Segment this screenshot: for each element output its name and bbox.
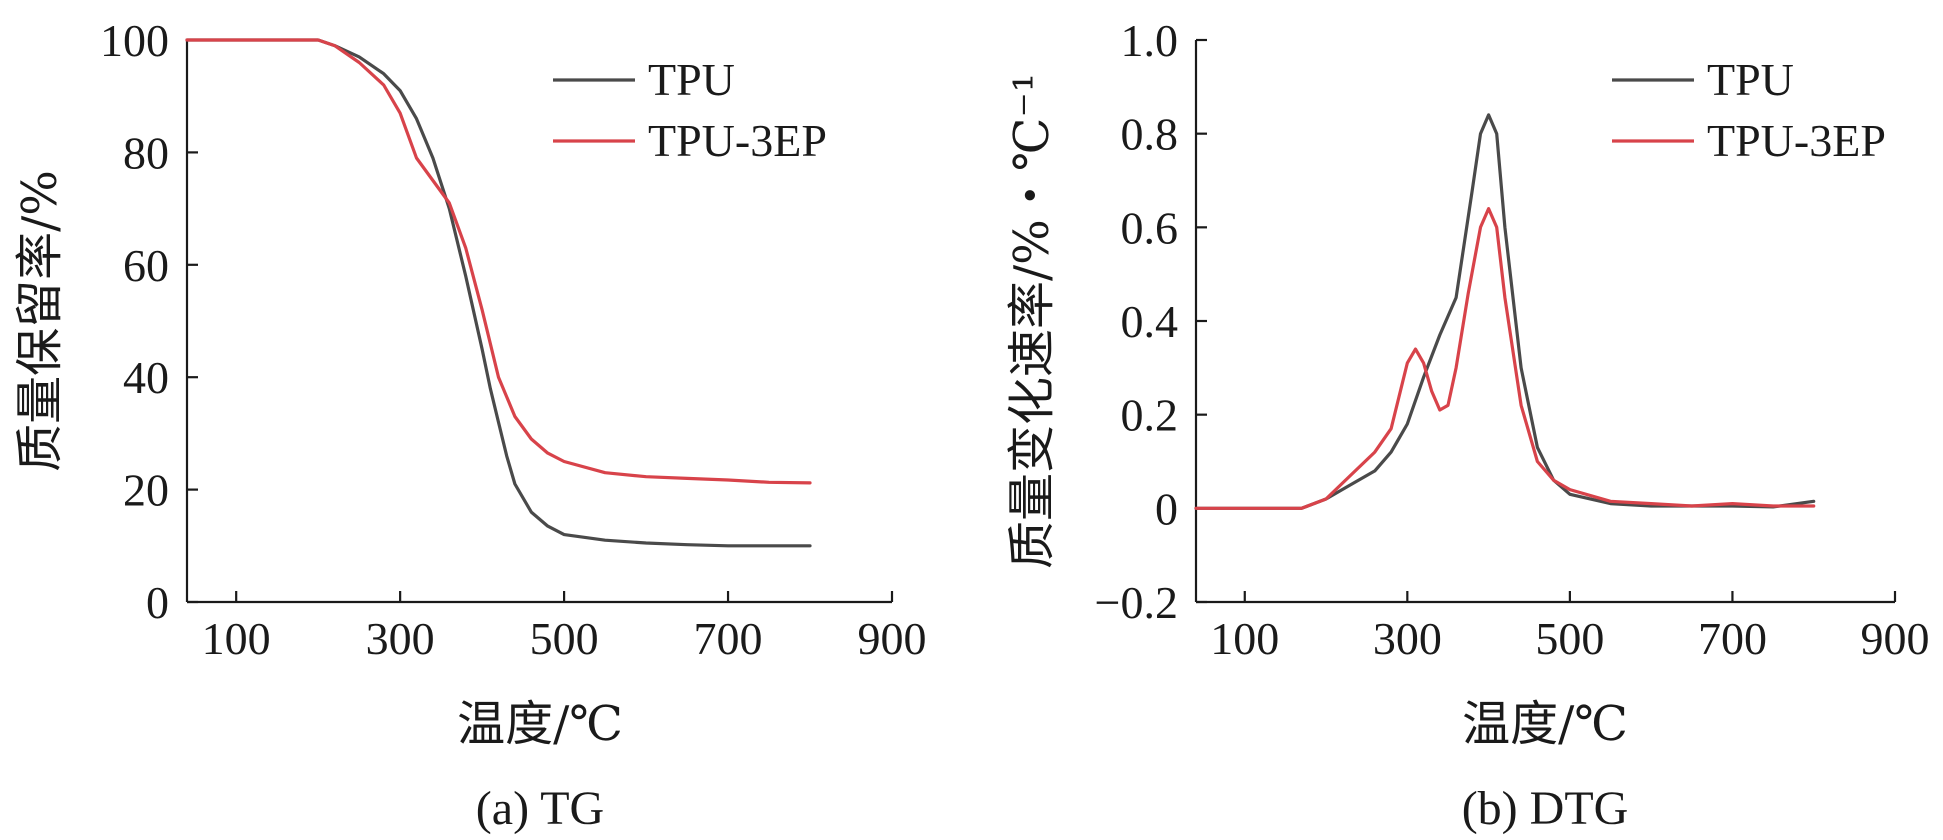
dtg-x-tick-label: 500 (1535, 613, 1604, 664)
dtg-x-tick-label: 900 (1861, 613, 1930, 664)
dtg-x-tick-label: 100 (1210, 613, 1279, 664)
tg-y-tick-label: 60 (123, 240, 169, 291)
dtg-series-tpu (1194, 113, 1816, 510)
dtg-x-tick-label: 300 (1373, 613, 1442, 664)
tg-panel: 100 300 500 700 900 0 20 40 60 80 100 TPU TPU-3EP 温… (12, 15, 927, 835)
tg-series (185, 38, 812, 548)
tg-y-tick-label: 0 (146, 577, 169, 628)
dtg-series-tpu-3ep (1194, 207, 1816, 510)
dtg-ticks: 100 300 500 700 900 −0.2 0 0.2 0.4 0.6 0.8 1.0 (1095, 15, 1930, 664)
tg-x-axis-title: 温度/℃ (457, 696, 623, 752)
dtg-y-tick-label: 0.2 (1121, 390, 1179, 441)
tg-y-tick-label: 100 (100, 15, 169, 66)
dtg-legend-label: TPU-3EP (1707, 115, 1886, 166)
tg-y-axis-title: 质量保留率/% (12, 170, 68, 472)
tg-x-tick-label: 700 (694, 613, 763, 664)
dtg-y-axis-title: 质量变化速率/%・℃⁻¹ (1004, 73, 1060, 569)
dtg-y-tick-label: 0.4 (1121, 296, 1179, 347)
tg-x-tick-label: 300 (366, 613, 435, 664)
tg-y-tick-label: 20 (123, 465, 169, 516)
dtg-y-tick-label: −0.2 (1095, 577, 1178, 628)
tg-x-tick-label: 500 (530, 613, 599, 664)
tg-x-tick-label: 900 (858, 613, 927, 664)
tg-series-tpu-3ep (185, 38, 812, 485)
tg-y-tick-label: 40 (123, 352, 169, 403)
dtg-x-axis-title: 温度/℃ (1462, 696, 1628, 752)
dtg-y-tick-label: 0.8 (1121, 109, 1179, 160)
dtg-y-tick-label: 1.0 (1121, 15, 1179, 66)
dtg-panel: 100 300 500 700 900−0.200.20.40.60.81.0 TPUT… (1004, 15, 1930, 835)
dtg-series (1194, 113, 1816, 510)
tg-legend-label: TPU (648, 54, 735, 105)
tg-caption: (a) TG (476, 782, 604, 835)
dtg-caption: (b) DTG (1462, 782, 1629, 835)
dtg-y-tick-label: 0 (1155, 483, 1178, 534)
dtg-x-tick-label: 700 (1698, 613, 1767, 664)
dtg-y-tick-label: 0.6 (1121, 202, 1179, 253)
tg-legend: TPU TPU-3EP (553, 54, 827, 166)
tg-ticks: 100 300 500 700 900 0 20 40 60 80 100 (100, 15, 927, 664)
tg-legend-label: TPU-3EP (648, 115, 827, 166)
tg-y-tick-label: 80 (123, 127, 169, 178)
dtg-legend: TPU TPU-3EP (1612, 54, 1886, 166)
tg-x-tick-label: 100 (202, 613, 271, 664)
dtg-legend-label: TPU (1707, 54, 1794, 105)
